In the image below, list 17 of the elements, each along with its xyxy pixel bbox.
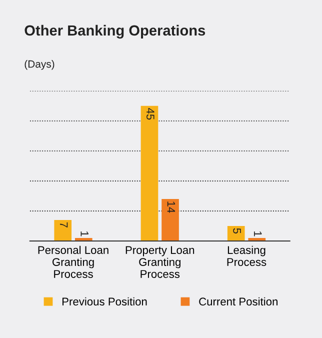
- legend-label: Previous Position: [62, 297, 147, 306]
- x-tick-label: Leasing Process: [227, 246, 266, 266]
- bar: [54, 220, 72, 241]
- bar: [162, 198, 179, 241]
- chart-title: Other Banking Operations: [24, 24, 206, 39]
- chart-subtitle: (Days): [24, 60, 54, 70]
- data-label: 14: [167, 202, 176, 213]
- data-label: 45: [146, 108, 154, 120]
- data-label: 7: [60, 222, 68, 228]
- data-label: 5: [233, 228, 241, 234]
- x-tick-label: Property Loan Granting Process: [126, 246, 194, 278]
- bar: [140, 106, 158, 241]
- x-tick-label: Personal Loan Granting Process: [38, 246, 108, 278]
- legend-label: Current Position: [199, 297, 278, 306]
- data-label: 1: [80, 231, 88, 236]
- data-label: 1: [254, 231, 262, 236]
- bar: [227, 226, 245, 241]
